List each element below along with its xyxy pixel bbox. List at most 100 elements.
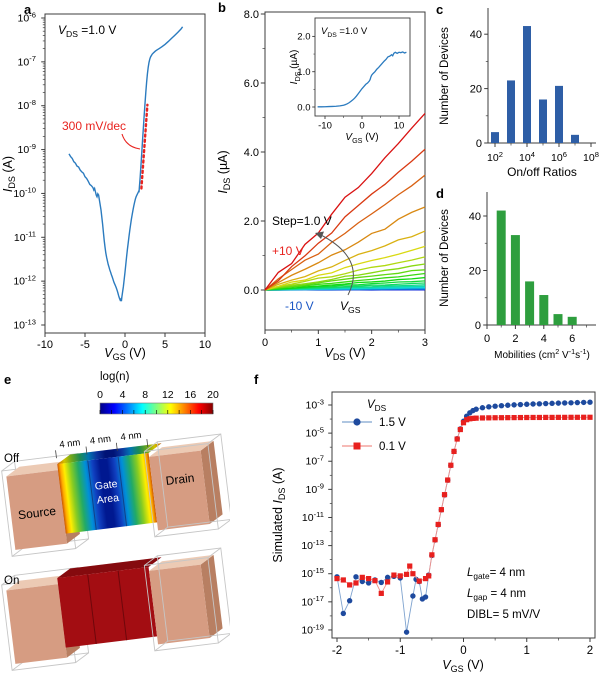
ytick-label: 40: [470, 29, 482, 41]
bar: [539, 295, 549, 325]
colorbar-tick: 4: [120, 389, 126, 401]
ytick-label: 20: [470, 83, 482, 95]
inset-y-title: IDS (µA): [289, 50, 302, 85]
xtick-label: -10: [37, 339, 53, 351]
axes-d: 0 20 40 0 2 4 6: [469, 192, 596, 345]
bar: [555, 85, 563, 143]
x-axis-title: On/off Ratios: [507, 165, 577, 178]
bar: [567, 316, 577, 325]
xtick-label: -5: [80, 339, 90, 351]
drain-label: Drain: [165, 471, 195, 488]
inset-x-title: VGS (V): [345, 132, 378, 145]
transfer-curve: [68, 26, 184, 302]
panel-b-output-curves-plot: 0.0 2.0 4.0 6.0 8.0 0 1 2 3 VDS (V) IDS (µA) Step=1…: [216, 9, 428, 360]
ss-fit-line: [140, 103, 149, 190]
xtick-label: 2: [512, 333, 518, 345]
legend-title: VDS: [367, 399, 387, 413]
ytick-label: 10-9: [306, 482, 324, 496]
colorbar-tick: 20: [207, 389, 219, 401]
ytick-label: 10-17: [301, 594, 324, 608]
ytick-label: 40: [469, 211, 481, 223]
on-state-device: [1, 547, 230, 671]
colorbar-tick: 8: [142, 389, 148, 401]
ytick-label: 10-15: [301, 566, 324, 580]
bar: [507, 80, 515, 143]
colorbar-title: log(n): [100, 371, 130, 383]
ytick-label: 0: [475, 320, 481, 332]
vds-annotation: VDS =1.0 V: [58, 23, 116, 39]
vgs-sweep-label: VGS: [340, 299, 361, 315]
xtick-label: 6: [569, 333, 575, 345]
xtick-label: 4: [541, 333, 547, 345]
axes-f: 10-310-510-710-910-1110-1310-1510-1710-1…: [301, 391, 596, 657]
bar: [496, 210, 506, 325]
series-1.5V: [334, 399, 593, 635]
xtick-label: 0: [460, 645, 466, 657]
vgs-min-label: -10 V: [285, 299, 314, 313]
xtick-label: 1: [524, 645, 530, 657]
ytick-label: 0.0: [244, 285, 259, 297]
simulation-parameters: Lgate= 4 nm Lgap = 4 nm DIBL= 5 mV/V: [467, 567, 541, 621]
xtick-label: 104: [519, 150, 535, 164]
panel-c-onoff-histogram: 0 20 40 102 104 106 108 On/off Ratios Number of …: [439, 8, 599, 178]
y-axis-title: Number of Devices: [439, 27, 451, 125]
ytick-label: 10-5: [306, 425, 324, 439]
panel-d-mobility-histogram: 0 20 40 0 2 4 6 Mobilities (cm2 V-1s-1) Number o…: [439, 192, 596, 361]
step-annotation: Step=1.0 V: [272, 214, 332, 228]
xtick-label: -1: [395, 645, 405, 657]
panel-a-transfer-curve-plot: 10-6 10-7 10-8 10-9 10-10 10-11 10-12 10-13-10 -…: [1, 10, 211, 360]
inset-xtick: 10: [394, 121, 405, 132]
inset-vds-annotation: VDS =1.0 V: [321, 26, 368, 39]
parameter-annotation: Lgap = 4 nm: [467, 588, 526, 602]
panel-label-e: e: [4, 372, 12, 387]
xtick-label: 106: [551, 150, 567, 164]
panel-f-simulated-transfer-plot: 10-310-510-710-910-1110-1310-1510-1710-1…: [271, 391, 596, 674]
inset-xtick: 0: [359, 121, 364, 132]
x-axis-title: Mobilities (cm2 V-1s-1): [494, 347, 590, 361]
y-axis-title: IDS (A): [1, 156, 17, 192]
onoff-ratio-bars: [491, 26, 579, 143]
parameter-annotation: DIBL= 5 mV/V: [467, 609, 541, 621]
ytick-label: 10-19: [301, 622, 324, 636]
ytick-label: 0: [476, 138, 482, 150]
ytick-label: 10-7: [306, 454, 324, 468]
y-axis-title: Number of Devices: [439, 209, 451, 307]
mobility-bars: [496, 210, 577, 325]
bar: [510, 235, 520, 325]
ytick-label: 2.0: [244, 216, 259, 228]
colorbar-tick: 0: [97, 389, 103, 401]
xtick-label: 2: [369, 337, 375, 349]
colorbar-tick: 16: [185, 389, 197, 401]
ytick-label: 20: [469, 265, 481, 277]
xtick-label: 2: [587, 645, 593, 657]
colorbar: log(n) 0 4 8 12 16 20: [97, 371, 219, 415]
gate-area-label: Area: [96, 492, 120, 507]
ytick-label: 10-7: [18, 54, 36, 68]
x-axis-title: VDS (V): [325, 346, 366, 360]
parameter-annotation: Lgate= 4 nm: [467, 567, 525, 581]
channel-dimension-label: 4 nm: [89, 433, 111, 447]
gate-area-label: Gate: [94, 478, 118, 493]
bar: [525, 281, 535, 325]
xtick-label: 102: [487, 150, 503, 164]
ytick-label: 6.0: [244, 78, 259, 90]
y-axis-title: IDS (µA): [216, 150, 232, 193]
x-axis-title: VGS (V): [104, 346, 146, 360]
inset-ytick: 2.0: [297, 32, 310, 43]
xtick-label: 0: [484, 333, 490, 345]
panel-e-device-schematic: log(n) 0 4 8 12 16 20 4 nm 4 nm 4 nm Source Drain Ga…: [1, 371, 230, 671]
off-state-label: Off: [4, 453, 20, 465]
legend-marker-circle: [353, 418, 361, 426]
ytick-label: 10-11: [302, 510, 324, 524]
ytick-label: 10-13: [301, 538, 324, 552]
ytick-label: 10-8: [18, 98, 36, 112]
inset-ytick: 0.0: [297, 102, 310, 113]
ytick-label: 8.0: [244, 9, 259, 21]
annotation-arrow: [121, 133, 141, 150]
panel-label-b: b: [218, 0, 226, 15]
bar: [553, 314, 563, 325]
source-label: Source: [17, 504, 57, 523]
ytick-label: 10-13: [13, 317, 36, 331]
